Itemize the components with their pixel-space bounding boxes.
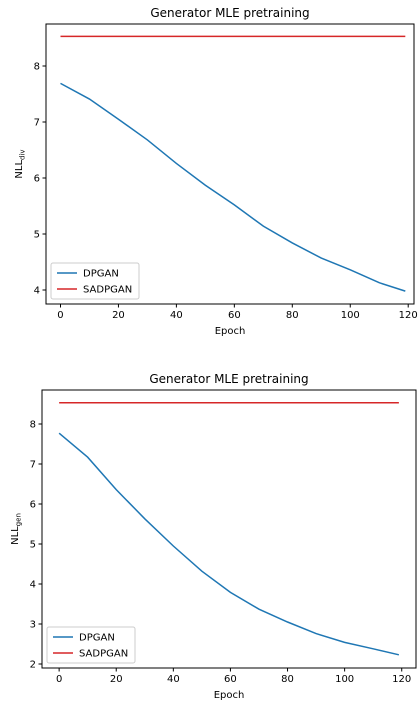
- legend-label-dpgan: DPGAN: [79, 633, 115, 644]
- x-axis-title: Epoch: [214, 690, 245, 701]
- plot-area-frame: [45, 23, 415, 305]
- x-tick-label: 80: [281, 674, 294, 685]
- x-tick-label: 40: [167, 674, 180, 685]
- legend: DPGAN SADPGAN: [46, 626, 136, 664]
- chart-1: Generator MLE pretraining 0 20 40 60 80 100 120…: [14, 6, 418, 337]
- legend-box: [50, 262, 140, 300]
- y-axis-title-main: NLL: [10, 526, 21, 545]
- x-tick-label: 0: [56, 674, 62, 685]
- x-tick-label: 100: [335, 674, 354, 685]
- x-tick-label: 20: [112, 310, 125, 321]
- y-axis-title-main: NLL: [14, 160, 25, 179]
- y-axis-title: NLLgen: [10, 513, 23, 545]
- x-tick-label: 80: [286, 310, 299, 321]
- legend: DPGAN SADPGAN: [50, 262, 140, 300]
- series-line-dpgan: [60, 82, 406, 292]
- x-tick-label: 40: [170, 310, 183, 321]
- plot-area-frame: [41, 389, 417, 669]
- y-tick-label: 2: [30, 660, 36, 671]
- legend-label-dpgan: DPGAN: [83, 269, 119, 280]
- chart-title: Generator MLE pretraining: [150, 6, 309, 20]
- x-axis-title: Epoch: [215, 326, 246, 337]
- y-axis-title: NLLdiv: [14, 149, 27, 178]
- x-tick-label: 60: [228, 310, 241, 321]
- y-tick-label: 6: [30, 500, 36, 511]
- x-tick-label: 120: [392, 674, 411, 685]
- series-line-dpgan: [58, 432, 400, 656]
- legend-label-sadpgan: SADPGAN: [83, 285, 132, 296]
- y-tick-label: 7: [30, 460, 36, 471]
- x-tick-label: 0: [57, 310, 63, 321]
- chart-title: Generator MLE pretraining: [149, 372, 308, 386]
- chart-2: Generator MLE pretraining 0 20 40 60 80 100 120…: [10, 372, 417, 701]
- y-tick-label: 6: [34, 174, 40, 185]
- x-tick-label: 20: [110, 674, 123, 685]
- y-tick-label: 8: [34, 62, 40, 73]
- y-tick-label: 5: [30, 540, 36, 551]
- y-tick-label: 4: [34, 286, 40, 297]
- y-tick-label: 7: [34, 118, 40, 129]
- legend-box: [46, 626, 136, 664]
- y-tick-label: 5: [34, 230, 40, 241]
- x-tick-label: 60: [224, 674, 237, 685]
- y-axis-title-subscript: div: [19, 149, 27, 160]
- y-axis-title-subscript: gen: [15, 513, 23, 526]
- y-tick-label: 8: [30, 420, 36, 431]
- x-tick-label: 120: [399, 310, 418, 321]
- y-tick-label: 3: [30, 620, 36, 631]
- legend-label-sadpgan: SADPGAN: [79, 649, 128, 660]
- y-tick-label: 4: [30, 580, 36, 591]
- x-tick-label: 100: [341, 310, 360, 321]
